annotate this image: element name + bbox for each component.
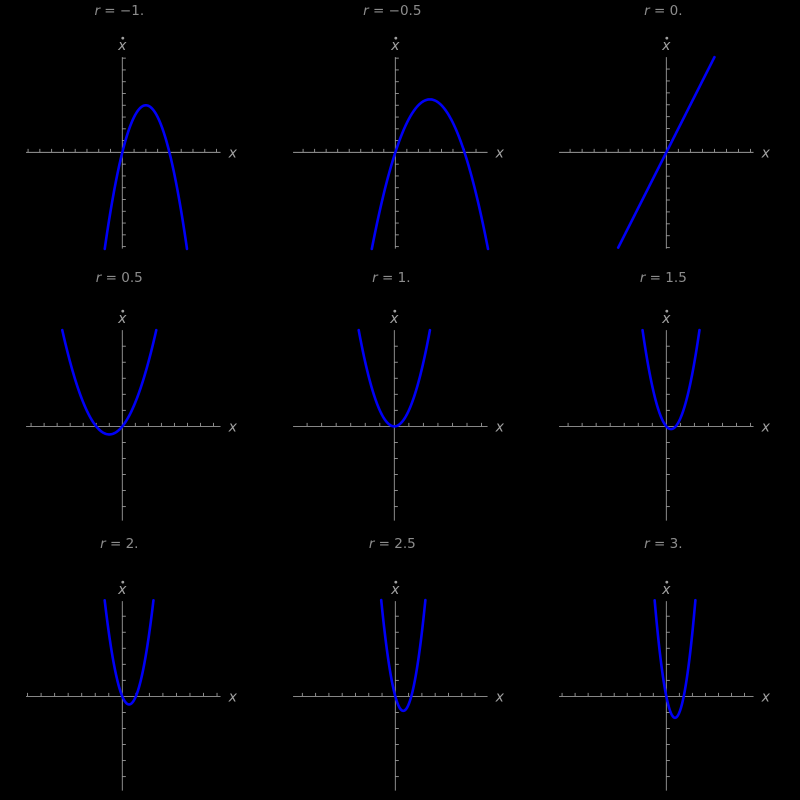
y-axis-label: x [117, 583, 127, 599]
panel-r-2p5: r = 2.5 x x [267, 533, 534, 800]
r-symbol: r [372, 270, 379, 286]
r-symbol: r [96, 270, 103, 286]
xdot-curve [379, 599, 427, 713]
xdot-curve [653, 599, 698, 720]
y-axis-label-overdot [394, 36, 397, 40]
plot-r-2p5: r = 2.5 x x [292, 536, 504, 791]
r-value: = 2. [106, 536, 139, 552]
x-axis-label: x [761, 690, 771, 706]
x-axis-label: x [761, 145, 771, 161]
x-axis-label: x [494, 419, 504, 435]
r-symbol: r [644, 3, 651, 19]
x-axis-label: x [228, 690, 238, 706]
y-axis-label: x [390, 582, 400, 598]
r-symbol: r [640, 270, 647, 286]
plot-r-minus-1: r = −1. x x [26, 3, 238, 251]
xdot-curve [60, 328, 158, 436]
x-axis-label: x [494, 145, 504, 161]
r-value: = −0.5 [368, 3, 421, 19]
y-axis-label: x [117, 38, 127, 54]
panel-title: r = 1. [372, 270, 410, 286]
x-axis-label: x [494, 690, 504, 706]
plot-r-1p5: r = 1.5 x x [559, 270, 771, 521]
xdot-curve [103, 599, 155, 707]
panel-r-1: r = 1. x x [267, 267, 534, 534]
y-axis-label: x [390, 38, 400, 54]
panel-r-1p5: r = 1.5 x x [533, 267, 800, 534]
xdot-curve [103, 103, 189, 251]
r-value: = 3. [650, 536, 683, 552]
x-axis-label: x [228, 145, 238, 161]
y-axis-label-overdot [665, 309, 669, 313]
panel-title: r = 3. [644, 536, 682, 552]
r-value: = 1. [377, 270, 410, 286]
r-value: = 0.5 [101, 270, 142, 286]
xdot-curve [357, 328, 431, 428]
y-axis-label-overdot [393, 309, 396, 313]
panel-title: r = 0. [644, 3, 682, 19]
panel-title: r = 1.5 [640, 270, 687, 286]
panel-title: r = 2.5 [368, 536, 415, 552]
panel-title: r = −0.5 [363, 3, 421, 19]
r-value: = 0. [650, 3, 683, 19]
y-axis-label-overdot [121, 36, 125, 40]
r-symbol: r [100, 536, 107, 552]
y-axis-label-overdot [394, 581, 397, 584]
plot-r-0p5: r = 0.5 x x [26, 270, 238, 521]
xdot-curve [641, 328, 702, 431]
panel-r-minus-1: r = −1. x x [0, 0, 267, 267]
r-value: = 2.5 [374, 536, 415, 552]
panel-title: r = −1. [94, 3, 144, 19]
panel-title: r = 0.5 [96, 270, 143, 286]
xdot-curve [617, 55, 717, 249]
r-symbol: r [368, 536, 375, 552]
x-axis-label: x [761, 419, 771, 435]
y-axis-label: x [662, 38, 672, 54]
plot-r-minus-0p5: r = −0.5 x x [292, 3, 504, 251]
plot-r-0: r = 0. x x [559, 3, 771, 249]
r-symbol: r [363, 3, 370, 19]
r-value: = 1.5 [646, 270, 687, 286]
panel-r-0: r = 0. x x [533, 0, 800, 267]
y-axis-label: x [389, 311, 399, 327]
panel-r-2: r = 2. x x [0, 533, 267, 800]
y-axis-label-overdot [121, 309, 125, 313]
r-value: = −1. [100, 3, 144, 19]
y-axis-label-overdot [665, 36, 669, 40]
panel-title: r = 2. [100, 536, 138, 552]
plot-r-1: r = 1. x x [292, 270, 504, 521]
y-axis-label: x [117, 311, 127, 327]
y-axis-label-overdot [665, 581, 669, 584]
r-symbol: r [94, 3, 101, 19]
panel-r-minus-0p5: r = −0.5 x x [267, 0, 534, 267]
plot-r-2: r = 2. x x [26, 536, 238, 791]
xdot-curve [370, 98, 489, 251]
y-axis-label: x [662, 311, 672, 327]
x-axis-label: x [228, 419, 238, 435]
panel-r-3: r = 3. x x [533, 533, 800, 800]
plot-r-3: r = 3. x x [559, 536, 771, 791]
panel-r-0p5: r = 0.5 x x [0, 267, 267, 534]
y-axis-label: x [662, 583, 672, 599]
r-symbol: r [644, 536, 651, 552]
y-axis-label-overdot [121, 581, 125, 584]
